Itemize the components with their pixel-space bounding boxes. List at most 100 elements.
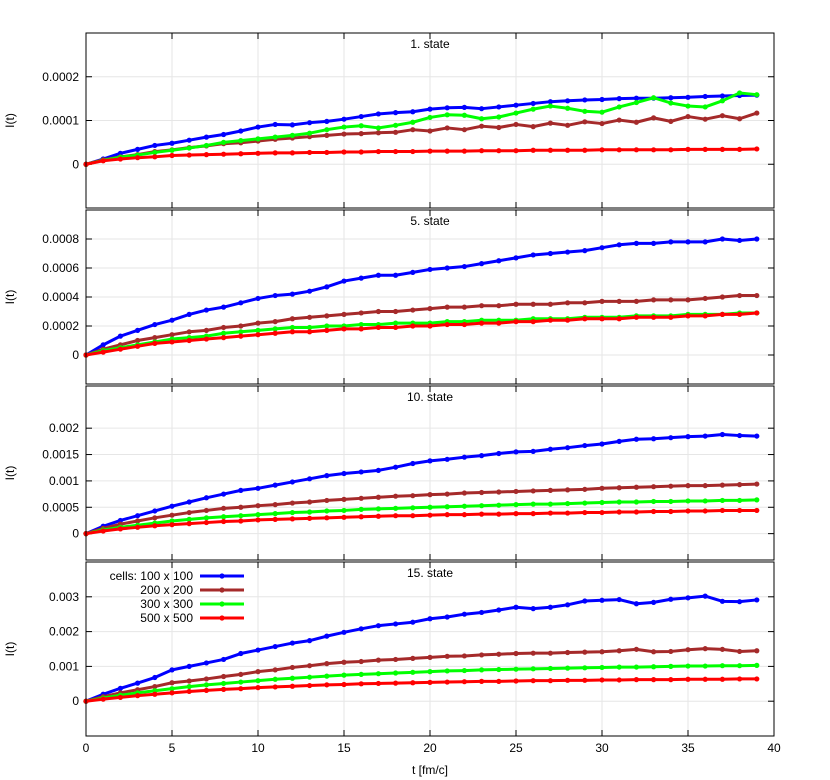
data-point <box>582 248 588 254</box>
panel-frame <box>85 209 775 385</box>
data-point <box>582 665 588 671</box>
data-point <box>702 239 708 245</box>
data-point <box>410 513 416 519</box>
legend-label: 300 x 300 <box>140 597 193 611</box>
data-point <box>375 324 381 331</box>
data-point <box>375 506 381 512</box>
data-point <box>410 655 416 661</box>
data-point <box>530 678 536 684</box>
data-point <box>633 484 640 490</box>
data-point <box>599 245 605 251</box>
data-point <box>272 684 278 690</box>
data-point <box>238 151 244 157</box>
data-point <box>565 105 571 111</box>
data-point <box>685 676 691 682</box>
data-point <box>651 115 657 121</box>
data-point <box>221 491 227 497</box>
data-point <box>221 139 227 145</box>
data-point <box>375 513 381 519</box>
data-point <box>547 147 554 153</box>
data-point <box>754 662 760 668</box>
data-point <box>307 499 313 505</box>
data-point <box>461 263 467 270</box>
series-line-300x300 <box>85 91 757 166</box>
data-point <box>186 137 192 143</box>
data-point <box>427 266 433 273</box>
data-point <box>479 116 485 122</box>
y-tick-label: 0.0005 <box>42 500 79 514</box>
data-point <box>599 109 605 115</box>
data-point <box>358 123 364 129</box>
data-point <box>221 505 227 511</box>
data-point <box>255 150 261 156</box>
data-point <box>599 147 605 153</box>
data-point <box>272 326 278 332</box>
data-point <box>547 317 554 323</box>
data-point <box>547 250 554 257</box>
data-point <box>702 676 708 682</box>
data-point <box>754 481 760 487</box>
data-point <box>100 158 106 164</box>
data-point <box>238 679 244 685</box>
data-point <box>461 512 467 518</box>
data-point <box>169 522 175 528</box>
data-point <box>719 113 726 119</box>
series-line-100x100 <box>85 237 757 357</box>
data-point <box>530 448 536 454</box>
data-point <box>685 239 691 245</box>
data-point <box>702 498 708 504</box>
data-point <box>186 499 192 505</box>
data-point <box>513 650 519 657</box>
series-line-500x500 <box>85 677 757 703</box>
data-point <box>582 677 588 683</box>
data-point <box>358 658 364 665</box>
data-point <box>427 306 433 312</box>
data-point <box>289 291 295 297</box>
x-tick-label: 40 <box>767 741 781 755</box>
data-point <box>530 106 536 112</box>
data-point <box>685 103 691 109</box>
data-point <box>410 493 416 499</box>
data-point <box>238 504 244 510</box>
data-point <box>255 685 261 691</box>
data-point <box>565 602 571 608</box>
data-point <box>135 146 141 152</box>
data-point <box>221 656 227 663</box>
data-point <box>203 507 209 514</box>
data-point <box>479 303 485 309</box>
data-point <box>289 329 295 335</box>
data-point <box>117 333 123 339</box>
data-point <box>341 659 347 665</box>
data-point <box>633 298 640 304</box>
data-point <box>324 149 330 156</box>
data-point <box>186 152 192 158</box>
data-point <box>479 261 485 267</box>
data-point <box>427 616 433 622</box>
data-point <box>461 611 467 617</box>
data-point <box>547 301 554 307</box>
data-point <box>633 240 640 246</box>
data-point <box>530 606 536 612</box>
data-point <box>651 649 657 655</box>
data-point <box>375 308 381 315</box>
data-point <box>375 623 381 629</box>
data-point <box>479 511 485 517</box>
data-point <box>135 518 141 524</box>
data-point <box>599 441 605 447</box>
data-point <box>238 138 244 144</box>
data-point <box>737 311 743 317</box>
y-tick-label: 0.0004 <box>42 290 79 304</box>
data-point <box>410 460 416 467</box>
data-point <box>289 122 295 128</box>
data-point <box>221 680 227 687</box>
data-point <box>719 98 726 104</box>
y-tick-label: 0.0006 <box>42 261 79 275</box>
data-point <box>358 275 364 281</box>
data-point <box>754 676 760 682</box>
data-point <box>651 508 657 515</box>
data-point <box>341 507 347 514</box>
data-point <box>375 272 381 278</box>
data-point <box>393 680 399 686</box>
data-point <box>633 509 640 515</box>
